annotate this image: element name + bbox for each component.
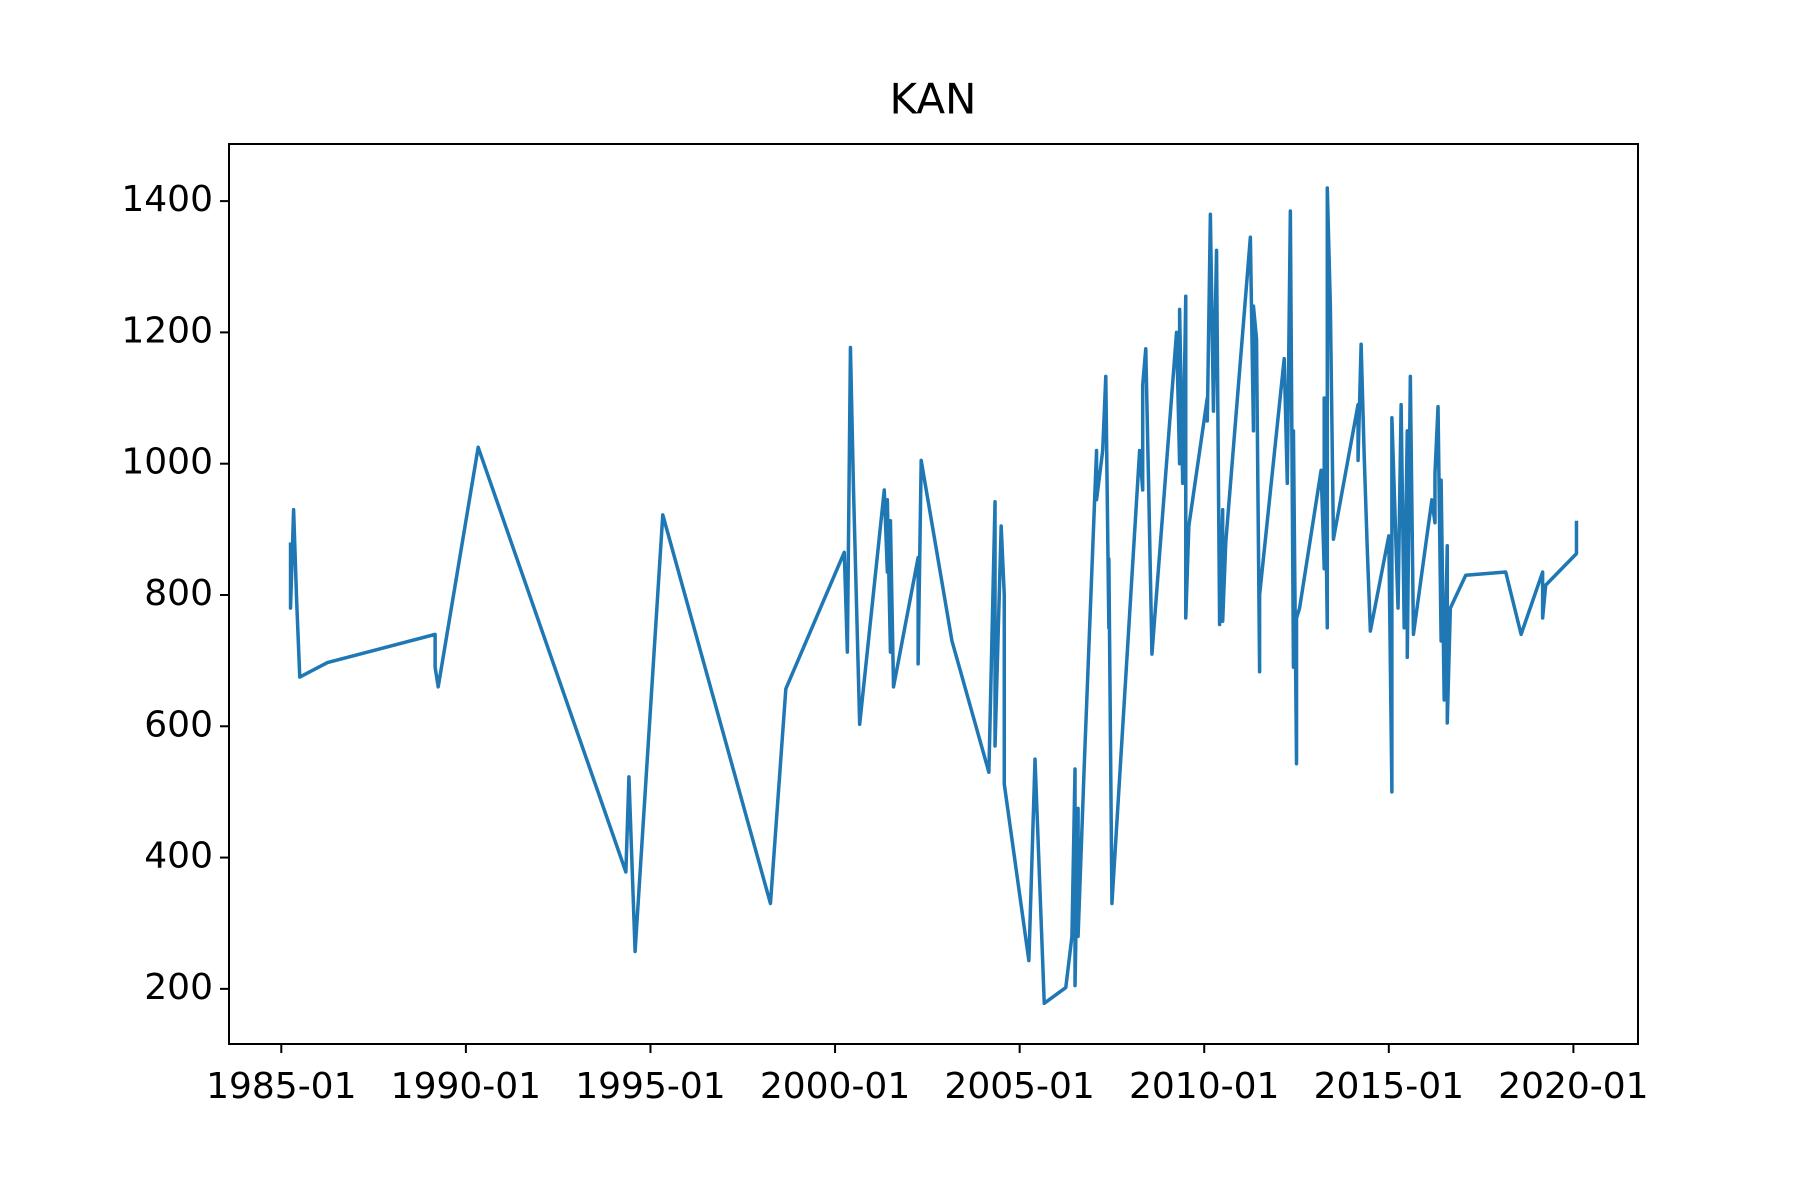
data-line bbox=[288, 186, 1579, 1006]
y-tick-label: 1200 bbox=[121, 310, 213, 351]
x-tick-label: 2020-01 bbox=[1498, 1066, 1648, 1107]
chart-title: KAN bbox=[890, 75, 977, 124]
x-tick-label: 2010-01 bbox=[1129, 1066, 1279, 1107]
x-tick-label: 2005-01 bbox=[944, 1066, 1094, 1107]
x-tick-label: 2015-01 bbox=[1314, 1066, 1464, 1107]
y-tick-label: 1400 bbox=[121, 179, 213, 220]
y-tick-label: 200 bbox=[144, 967, 213, 1008]
y-tick-label: 400 bbox=[144, 836, 213, 877]
y-tick-label: 1000 bbox=[121, 442, 213, 483]
x-tick-label: 2000-01 bbox=[760, 1066, 910, 1107]
y-tick-label: 600 bbox=[144, 704, 213, 745]
x-tick-label: 1990-01 bbox=[391, 1066, 541, 1107]
x-tick-label: 1995-01 bbox=[575, 1066, 725, 1107]
plot-frame bbox=[228, 143, 1639, 1045]
y-tick-label: 800 bbox=[144, 573, 213, 614]
x-tick-label: 1985-01 bbox=[206, 1066, 356, 1107]
